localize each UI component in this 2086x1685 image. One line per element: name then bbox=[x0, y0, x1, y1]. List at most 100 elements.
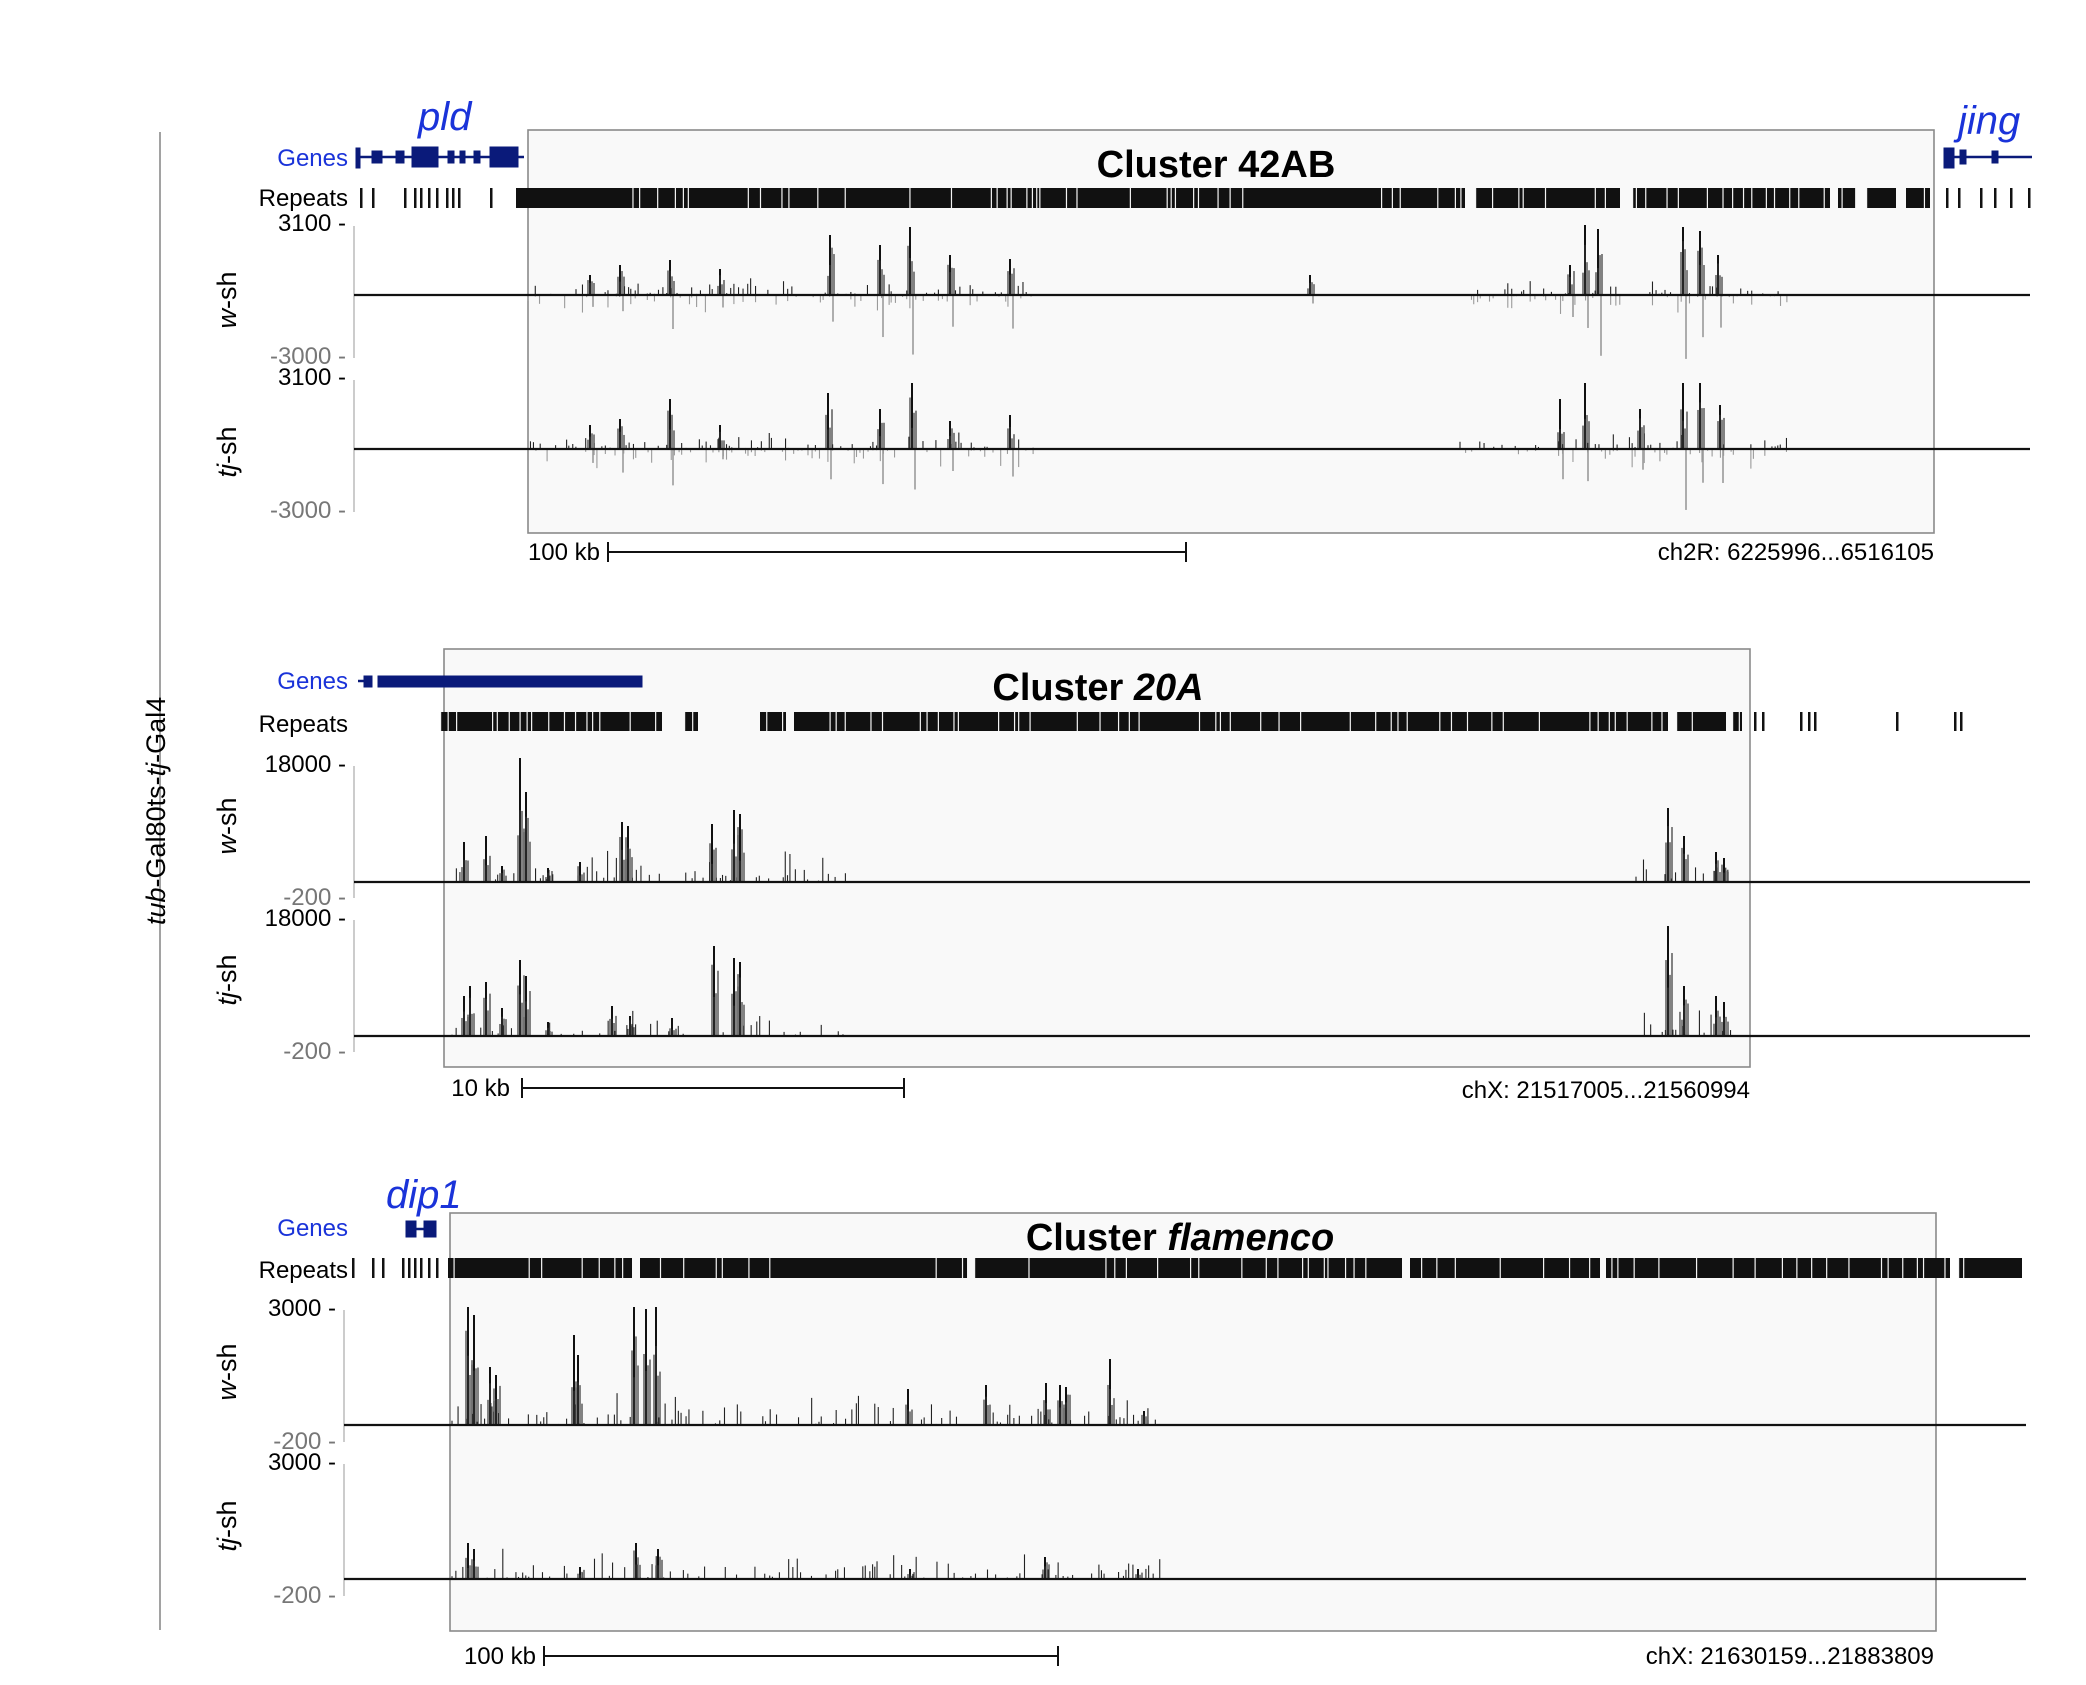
repeat-gap bbox=[1661, 712, 1663, 731]
repeat-gap bbox=[1114, 1258, 1116, 1278]
repeat-gap bbox=[1277, 1258, 1279, 1278]
repeat-block bbox=[440, 712, 662, 731]
repeat-gap bbox=[1198, 1258, 1200, 1278]
repeat-gap bbox=[531, 712, 533, 731]
repeat-gap bbox=[1691, 712, 1693, 731]
repeat-tick bbox=[402, 1258, 405, 1278]
repeat-block bbox=[1410, 1258, 1600, 1278]
repeat-gap bbox=[447, 712, 449, 731]
repeat-block bbox=[974, 1258, 1402, 1278]
repeat-tick bbox=[1954, 712, 1957, 731]
scale-bar-label: 100 kb bbox=[528, 539, 600, 566]
repeat-gap bbox=[1518, 188, 1520, 208]
repeat-tick bbox=[436, 188, 439, 208]
repeat-gap bbox=[1666, 188, 1668, 208]
repeat-gap bbox=[1811, 1258, 1813, 1278]
repeat-gap bbox=[1902, 1258, 1904, 1278]
repeat-gap bbox=[1538, 712, 1540, 731]
repeat-gap bbox=[817, 188, 819, 208]
repeat-tick bbox=[1754, 712, 1757, 731]
repeat-tick bbox=[420, 188, 423, 208]
scale-bar bbox=[521, 1078, 905, 1098]
repeat-gap bbox=[1963, 1258, 1965, 1278]
repeat-gap bbox=[1065, 188, 1068, 208]
repeat-gap bbox=[881, 712, 884, 731]
panel-cluster-flamenco: Cluster flamenco Genes Repeats dip1 w-sh… bbox=[212, 1173, 2026, 1670]
repeat-gap bbox=[1695, 1258, 1698, 1278]
gene-model-jing bbox=[1943, 147, 2032, 169]
repeat-gap bbox=[1278, 712, 1280, 731]
repeat-gap bbox=[440, 712, 442, 731]
repeat-gap bbox=[1260, 712, 1262, 731]
repeat-gap bbox=[1327, 1258, 1329, 1278]
scale-bar-label: 10 kb bbox=[451, 1075, 510, 1102]
repeat-gap bbox=[1635, 188, 1637, 208]
repeat-gap bbox=[1128, 712, 1130, 731]
repeat-gap bbox=[519, 712, 521, 731]
repeat-gap bbox=[870, 712, 872, 731]
repeat-gap bbox=[926, 712, 928, 731]
track-label-w-sh: w-sh bbox=[212, 797, 242, 854]
repeat-tick bbox=[1814, 712, 1817, 731]
repeat-gap bbox=[1658, 1258, 1660, 1278]
repeat-gap bbox=[1193, 188, 1195, 208]
repeat-gap bbox=[1375, 712, 1377, 731]
repeat-gap bbox=[632, 188, 634, 208]
panel-cluster-42AB: Cluster 42AB Genes Repeats pld jing w-sh… bbox=[212, 95, 2032, 566]
repeat-gap bbox=[715, 1258, 717, 1278]
repeat-tick bbox=[372, 188, 375, 208]
signal-track-w-sh bbox=[455, 758, 1729, 882]
repeat-gap bbox=[684, 712, 686, 731]
repeat-gap bbox=[1157, 1258, 1159, 1278]
repeat-gap bbox=[1198, 712, 1201, 731]
repeat-tick bbox=[1980, 188, 1983, 208]
repeat-gap bbox=[748, 1258, 750, 1278]
repeat-gap bbox=[1944, 1258, 1946, 1278]
repeat-tick bbox=[1762, 712, 1765, 731]
repeat-gap bbox=[683, 1258, 685, 1278]
repeat-gap bbox=[1031, 188, 1034, 208]
repeat-gap bbox=[1773, 188, 1776, 208]
track-ymin-label: -3000 - bbox=[270, 343, 346, 370]
repeat-tick bbox=[408, 1258, 411, 1278]
track-ymin-label: -200 - bbox=[273, 1582, 336, 1609]
repeat-gap bbox=[1170, 188, 1172, 208]
genomic-coordinates: chX: 21517005...21560994 bbox=[1462, 1077, 1750, 1104]
repeat-gap bbox=[1006, 188, 1008, 208]
repeat-gap bbox=[1848, 1258, 1850, 1278]
track-ymax-label: 18000 - bbox=[265, 905, 346, 932]
repeat-gap bbox=[1738, 712, 1740, 731]
repeat-gap bbox=[1958, 1258, 1960, 1278]
repeat-gap bbox=[961, 1258, 964, 1278]
repeat-gap bbox=[586, 712, 588, 731]
repeat-gap bbox=[953, 712, 955, 731]
repeat-gap bbox=[844, 712, 846, 731]
repeat-gap bbox=[1138, 712, 1140, 731]
repeat-gap bbox=[1855, 188, 1857, 208]
repeat-gap bbox=[829, 712, 831, 731]
repeat-tick bbox=[458, 188, 461, 208]
repeat-gap bbox=[1676, 712, 1678, 731]
repeat-tick bbox=[1808, 712, 1811, 731]
track-label-tj-sh: tj-sh bbox=[212, 1500, 242, 1551]
repeats-track bbox=[360, 188, 2031, 208]
repeat-gap bbox=[1826, 1258, 1828, 1278]
repeat-gap bbox=[1391, 188, 1393, 208]
repeat-gap bbox=[508, 712, 510, 731]
repeat-gap bbox=[1013, 712, 1016, 731]
repeat-gap bbox=[1841, 188, 1843, 208]
repeat-gap bbox=[996, 188, 998, 208]
repeat-gap bbox=[1789, 188, 1791, 208]
repeat-gap bbox=[1323, 1258, 1325, 1278]
repeat-block bbox=[1676, 712, 1726, 731]
repeat-gap bbox=[1645, 188, 1647, 208]
repeat-block bbox=[1632, 188, 1830, 208]
repeat-tick bbox=[1896, 712, 1899, 731]
repeat-gap bbox=[1217, 188, 1219, 208]
track-ymin-label: -200 - bbox=[283, 884, 346, 911]
repeat-gap bbox=[1076, 188, 1078, 208]
repeat-tick bbox=[1994, 188, 1997, 208]
cluster-title: Cluster flamenco bbox=[1026, 1217, 1334, 1259]
repeat-block bbox=[516, 188, 1465, 208]
